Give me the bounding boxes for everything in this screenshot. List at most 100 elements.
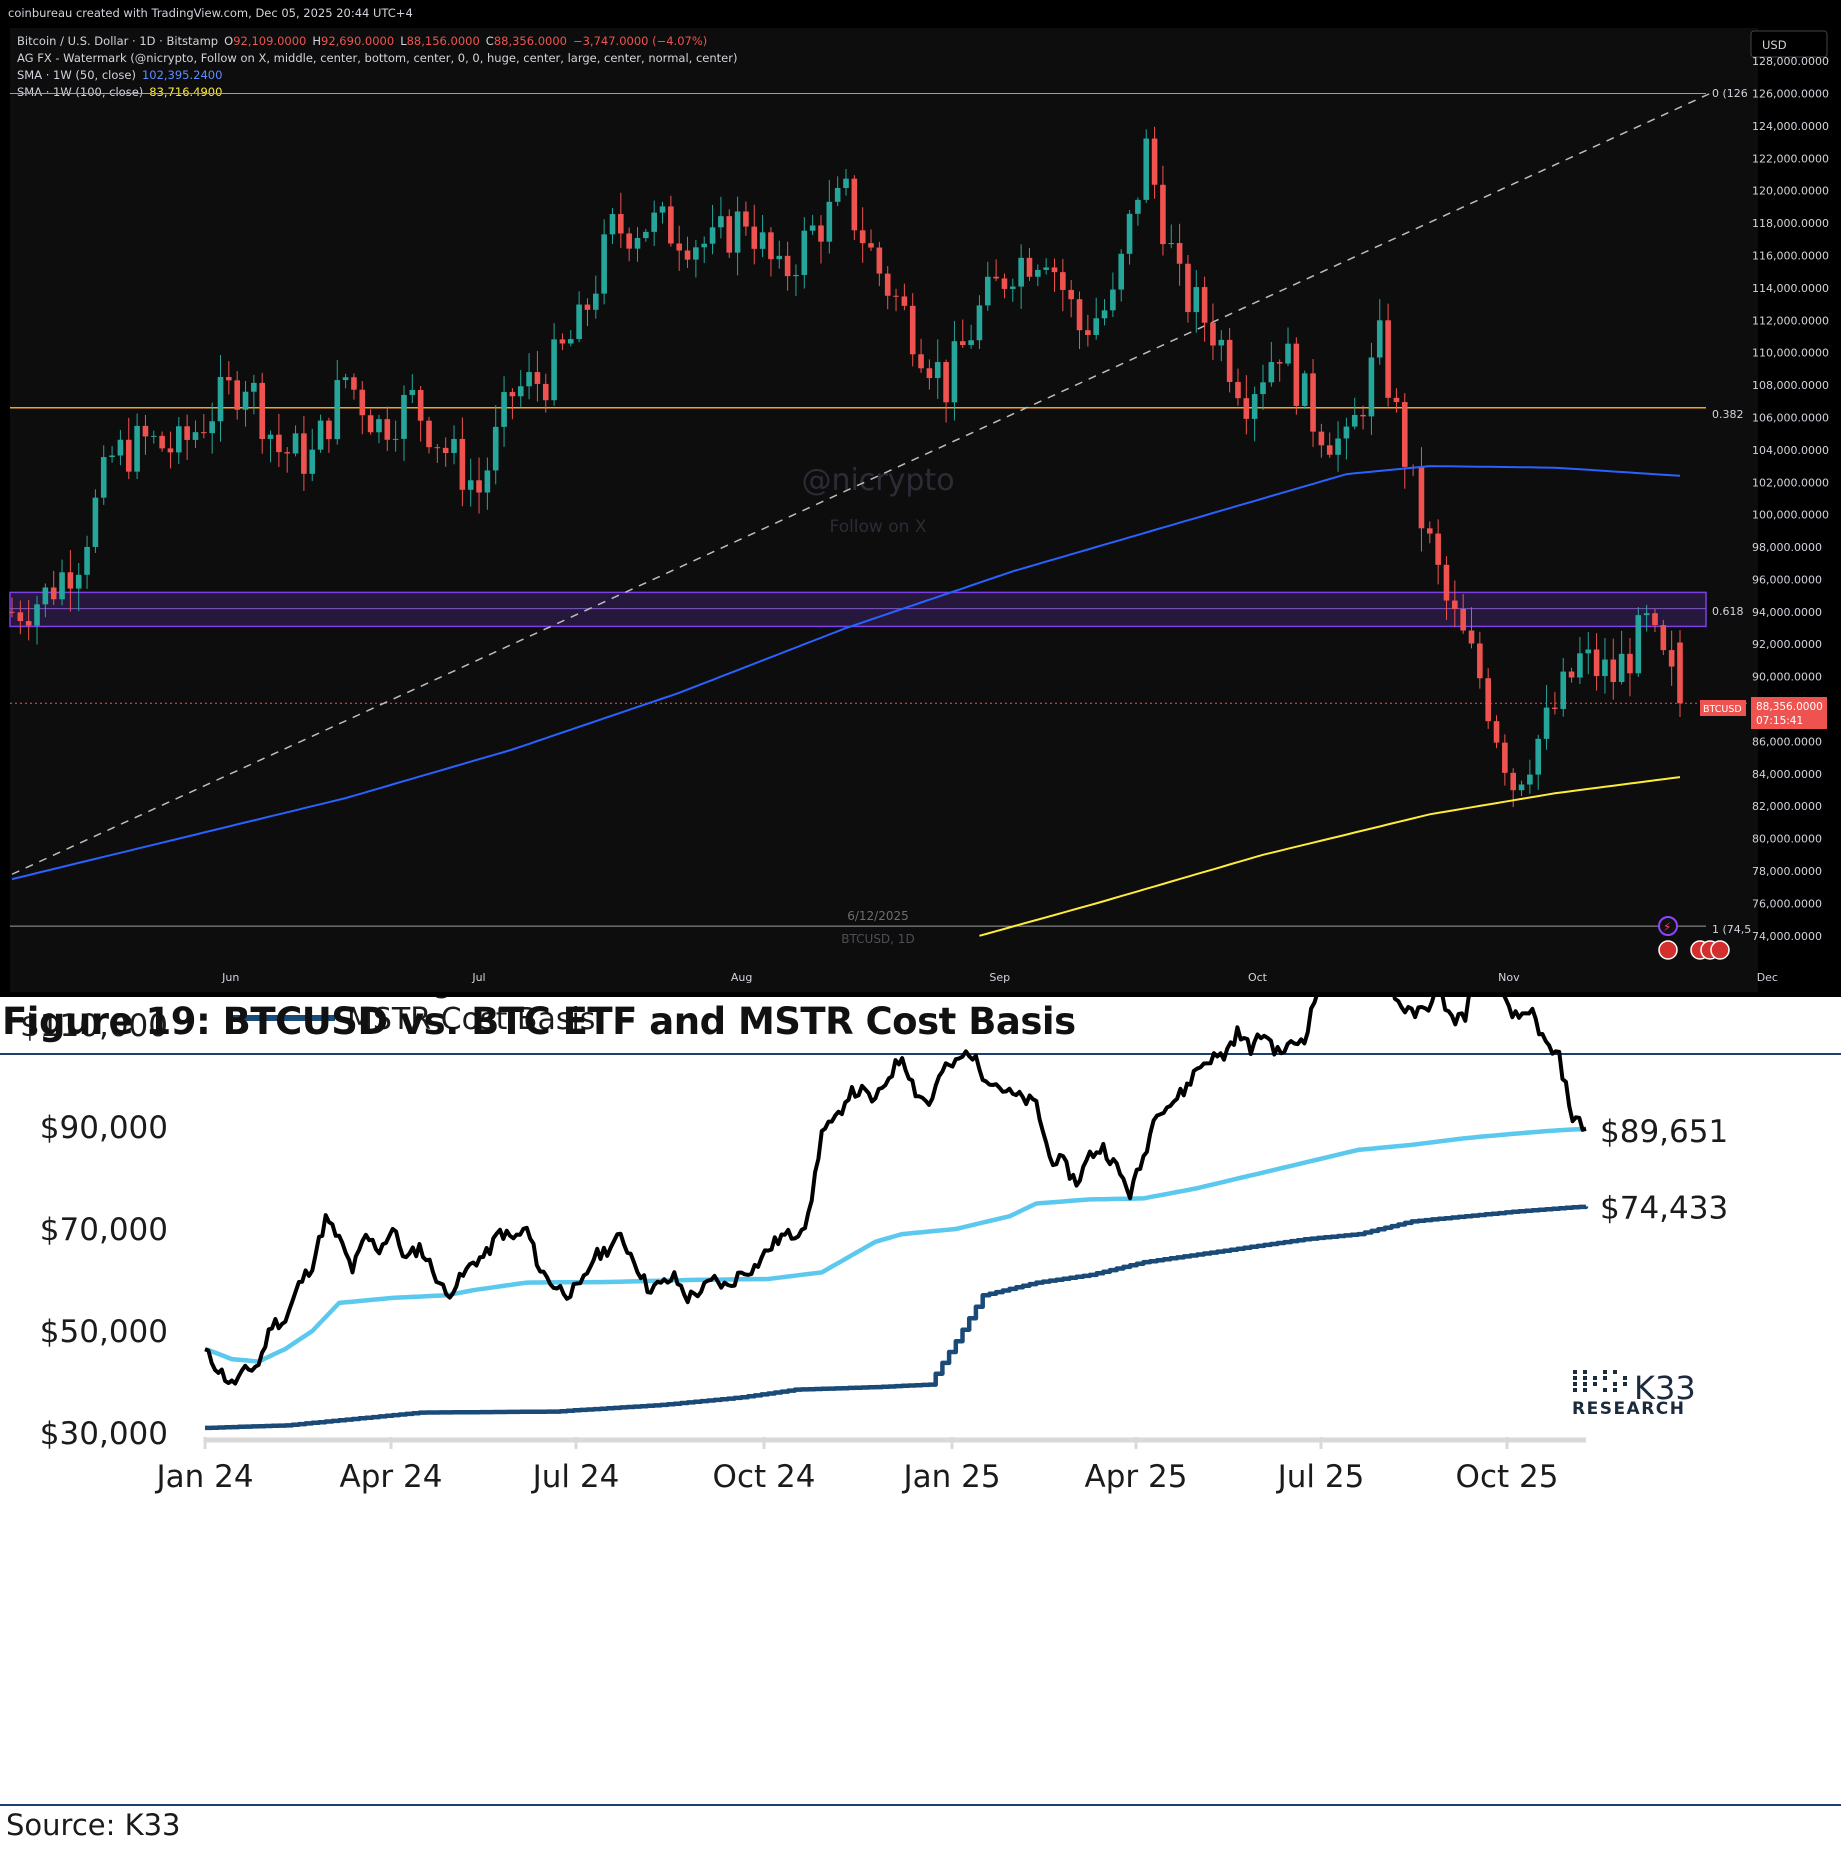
candle (1301, 370, 1308, 409)
candle (434, 444, 441, 463)
candle (226, 361, 232, 395)
candle (1026, 247, 1033, 281)
candle (1568, 667, 1575, 683)
candle (1418, 447, 1425, 552)
candle (125, 417, 132, 480)
x-tick-label: Apr 24 (340, 1459, 443, 1495)
candle (1643, 604, 1650, 632)
lightning-event-icon[interactable] (1658, 916, 1678, 936)
candle (117, 429, 124, 466)
candle (918, 338, 924, 373)
x-tick-label: Jul 25 (1276, 1459, 1365, 1495)
us-flag-event-icon-4[interactable] (1710, 940, 1730, 960)
y-tick-label: $90,000 (40, 1110, 168, 1146)
candle (467, 458, 474, 507)
candle (776, 240, 783, 269)
price-tick: 92,000.0000 (1752, 638, 1822, 651)
candle (559, 333, 566, 351)
y-tick-label: $110,000 (20, 1008, 168, 1044)
date-marker-label: 6/12/2025 (847, 909, 909, 923)
fib-label-0618: 0.618 (1712, 605, 1744, 618)
price-tick: 108,000.0000 (1752, 379, 1829, 392)
candle (184, 414, 190, 461)
series-line-etf-cost-basis (204, 1126, 1587, 1364)
candle (968, 324, 974, 349)
candle (100, 445, 107, 505)
candle (626, 227, 632, 262)
candle (526, 353, 532, 400)
candle (1276, 359, 1283, 382)
candle (384, 406, 391, 451)
candle (34, 595, 40, 645)
candle (534, 351, 541, 402)
candle (1335, 421, 1341, 472)
candle (67, 550, 74, 612)
candle (359, 381, 366, 435)
candle (709, 204, 716, 255)
x-tick-label: Apr 25 (1085, 1459, 1188, 1495)
sma50-line (11, 465, 1681, 881)
candle (1018, 244, 1024, 309)
candle (851, 175, 858, 241)
candle (376, 414, 382, 444)
candle (1543, 685, 1550, 750)
candle (1076, 291, 1083, 350)
candle (1343, 417, 1350, 460)
candle (1577, 637, 1583, 685)
candle (59, 559, 65, 606)
candle (217, 355, 224, 442)
price-tick: 84,000.0000 (1752, 768, 1822, 781)
candle (809, 214, 816, 235)
candle (276, 413, 282, 467)
candle (75, 563, 82, 612)
price-tick: 96,000.0000 (1752, 573, 1822, 586)
price-tick: 80,000.0000 (1752, 833, 1822, 846)
k33-logo: K33 RESEARCH (1572, 1369, 1696, 1419)
candle (1376, 299, 1383, 365)
k33-figure: $130,000$110,000$90,000$70,000$50,000$30… (0, 997, 1841, 1856)
candle (1293, 337, 1300, 415)
time-tick: Oct (1248, 971, 1268, 984)
candle (1585, 632, 1592, 675)
candle (42, 583, 49, 618)
candle (1368, 342, 1375, 436)
price-tick: 120,000.0000 (1752, 185, 1829, 198)
candle (1351, 397, 1358, 430)
candle (734, 196, 741, 276)
candle (726, 209, 733, 258)
candle (142, 415, 149, 455)
time-axis: MayJunJulAugSepOctNovDec (221, 971, 1778, 984)
candle (509, 388, 516, 420)
candle (309, 428, 316, 482)
candle (301, 416, 307, 491)
legend-label: MSTR Cost Basis (347, 1002, 595, 1037)
price-tick: 114,000.0000 (1752, 282, 1829, 295)
candle (859, 207, 866, 263)
candle (351, 373, 357, 400)
candle (1668, 630, 1675, 686)
last-price-tag (1751, 697, 1827, 729)
candle (1251, 386, 1258, 442)
watermark-follow: Follow on X (830, 517, 927, 537)
currency-button[interactable] (1750, 30, 1828, 58)
candle (484, 457, 491, 510)
us-flag-event-icon[interactable] (1658, 940, 1678, 960)
candle (659, 201, 666, 224)
candle (209, 402, 215, 454)
sma100-legend: SMA · 1W (100, close) 83,716.4900 (17, 85, 222, 99)
candle (392, 420, 399, 452)
symbol-tag (1700, 700, 1746, 716)
candle (426, 416, 432, 454)
watermark-handle: @nicrypto (801, 463, 954, 498)
candle (284, 447, 291, 473)
last-price-value: 88,356.0000 (1756, 701, 1823, 713)
x-tick-label: Jan 25 (901, 1459, 1000, 1495)
price-tick: 118,000.0000 (1752, 217, 1829, 230)
candle (167, 431, 174, 469)
candle (693, 240, 699, 278)
fib-label-0: 0 (126 (1712, 87, 1748, 100)
k33-logo-text: K33 (1634, 1369, 1696, 1407)
candle (993, 259, 999, 282)
candle (292, 425, 299, 457)
legend-label: Average BTC ETF Owner Cost Basis (347, 997, 874, 1000)
